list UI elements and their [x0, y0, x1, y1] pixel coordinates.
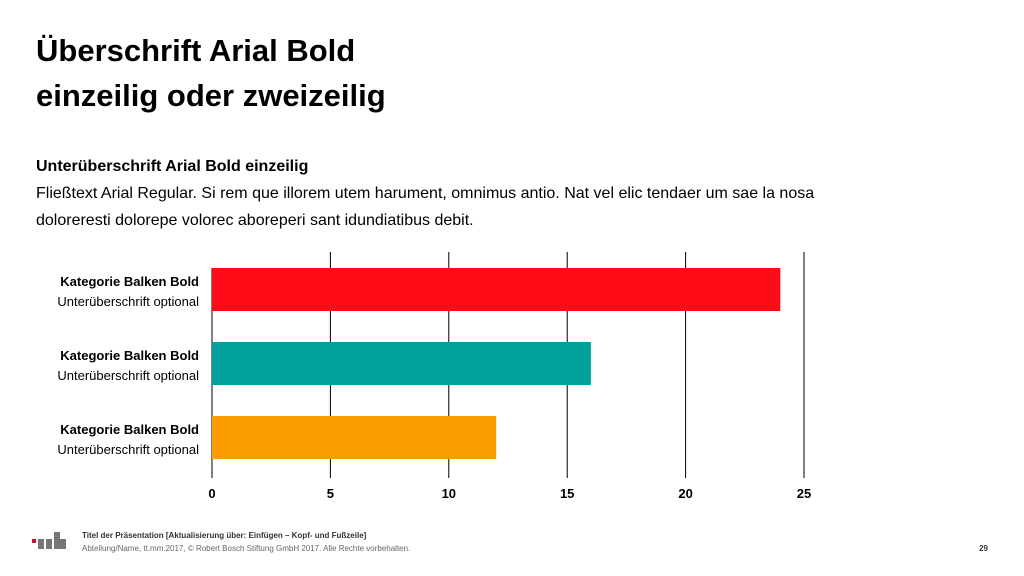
bar	[212, 416, 497, 459]
title-line-2: einzeilig oder zweizeilig	[36, 78, 386, 113]
x-tick-label: 0	[208, 486, 215, 501]
title-line-1: Überschrift Arial Bold	[36, 33, 356, 68]
x-tick-label: 10	[442, 486, 456, 501]
category-sublabel: Unterüberschrift optional	[57, 442, 199, 457]
footer-meta: Abteilung/Name, tt.mm.2017, © Robert Bos…	[82, 544, 411, 553]
x-tick-label: 15	[560, 486, 574, 501]
category-label: Kategorie Balken Bold	[60, 274, 199, 289]
category-sublabel: Unterüberschrift optional	[57, 294, 199, 309]
body-text: Fließtext Arial Regular. Si rem que illo…	[36, 185, 815, 229]
category-label: Kategorie Balken Bold	[60, 348, 199, 363]
bar	[212, 268, 781, 311]
footer-presentation-title: Titel der Präsentation [Aktualisierung ü…	[82, 531, 367, 540]
subtitle: Unterüberschrift Arial Bold einzeilig	[36, 158, 309, 175]
bar	[212, 342, 591, 385]
x-tick-label: 5	[327, 486, 334, 501]
x-tick-label: 25	[797, 486, 811, 501]
category-sublabel: Unterüberschrift optional	[57, 368, 199, 383]
page-number: 29	[979, 544, 988, 553]
rb-logo-icon	[32, 532, 66, 549]
page-title: Überschrift Arial Bold einzeilig oder zw…	[36, 28, 386, 118]
category-label: Kategorie Balken Bold	[60, 422, 199, 437]
x-tick-label: 20	[678, 486, 692, 501]
